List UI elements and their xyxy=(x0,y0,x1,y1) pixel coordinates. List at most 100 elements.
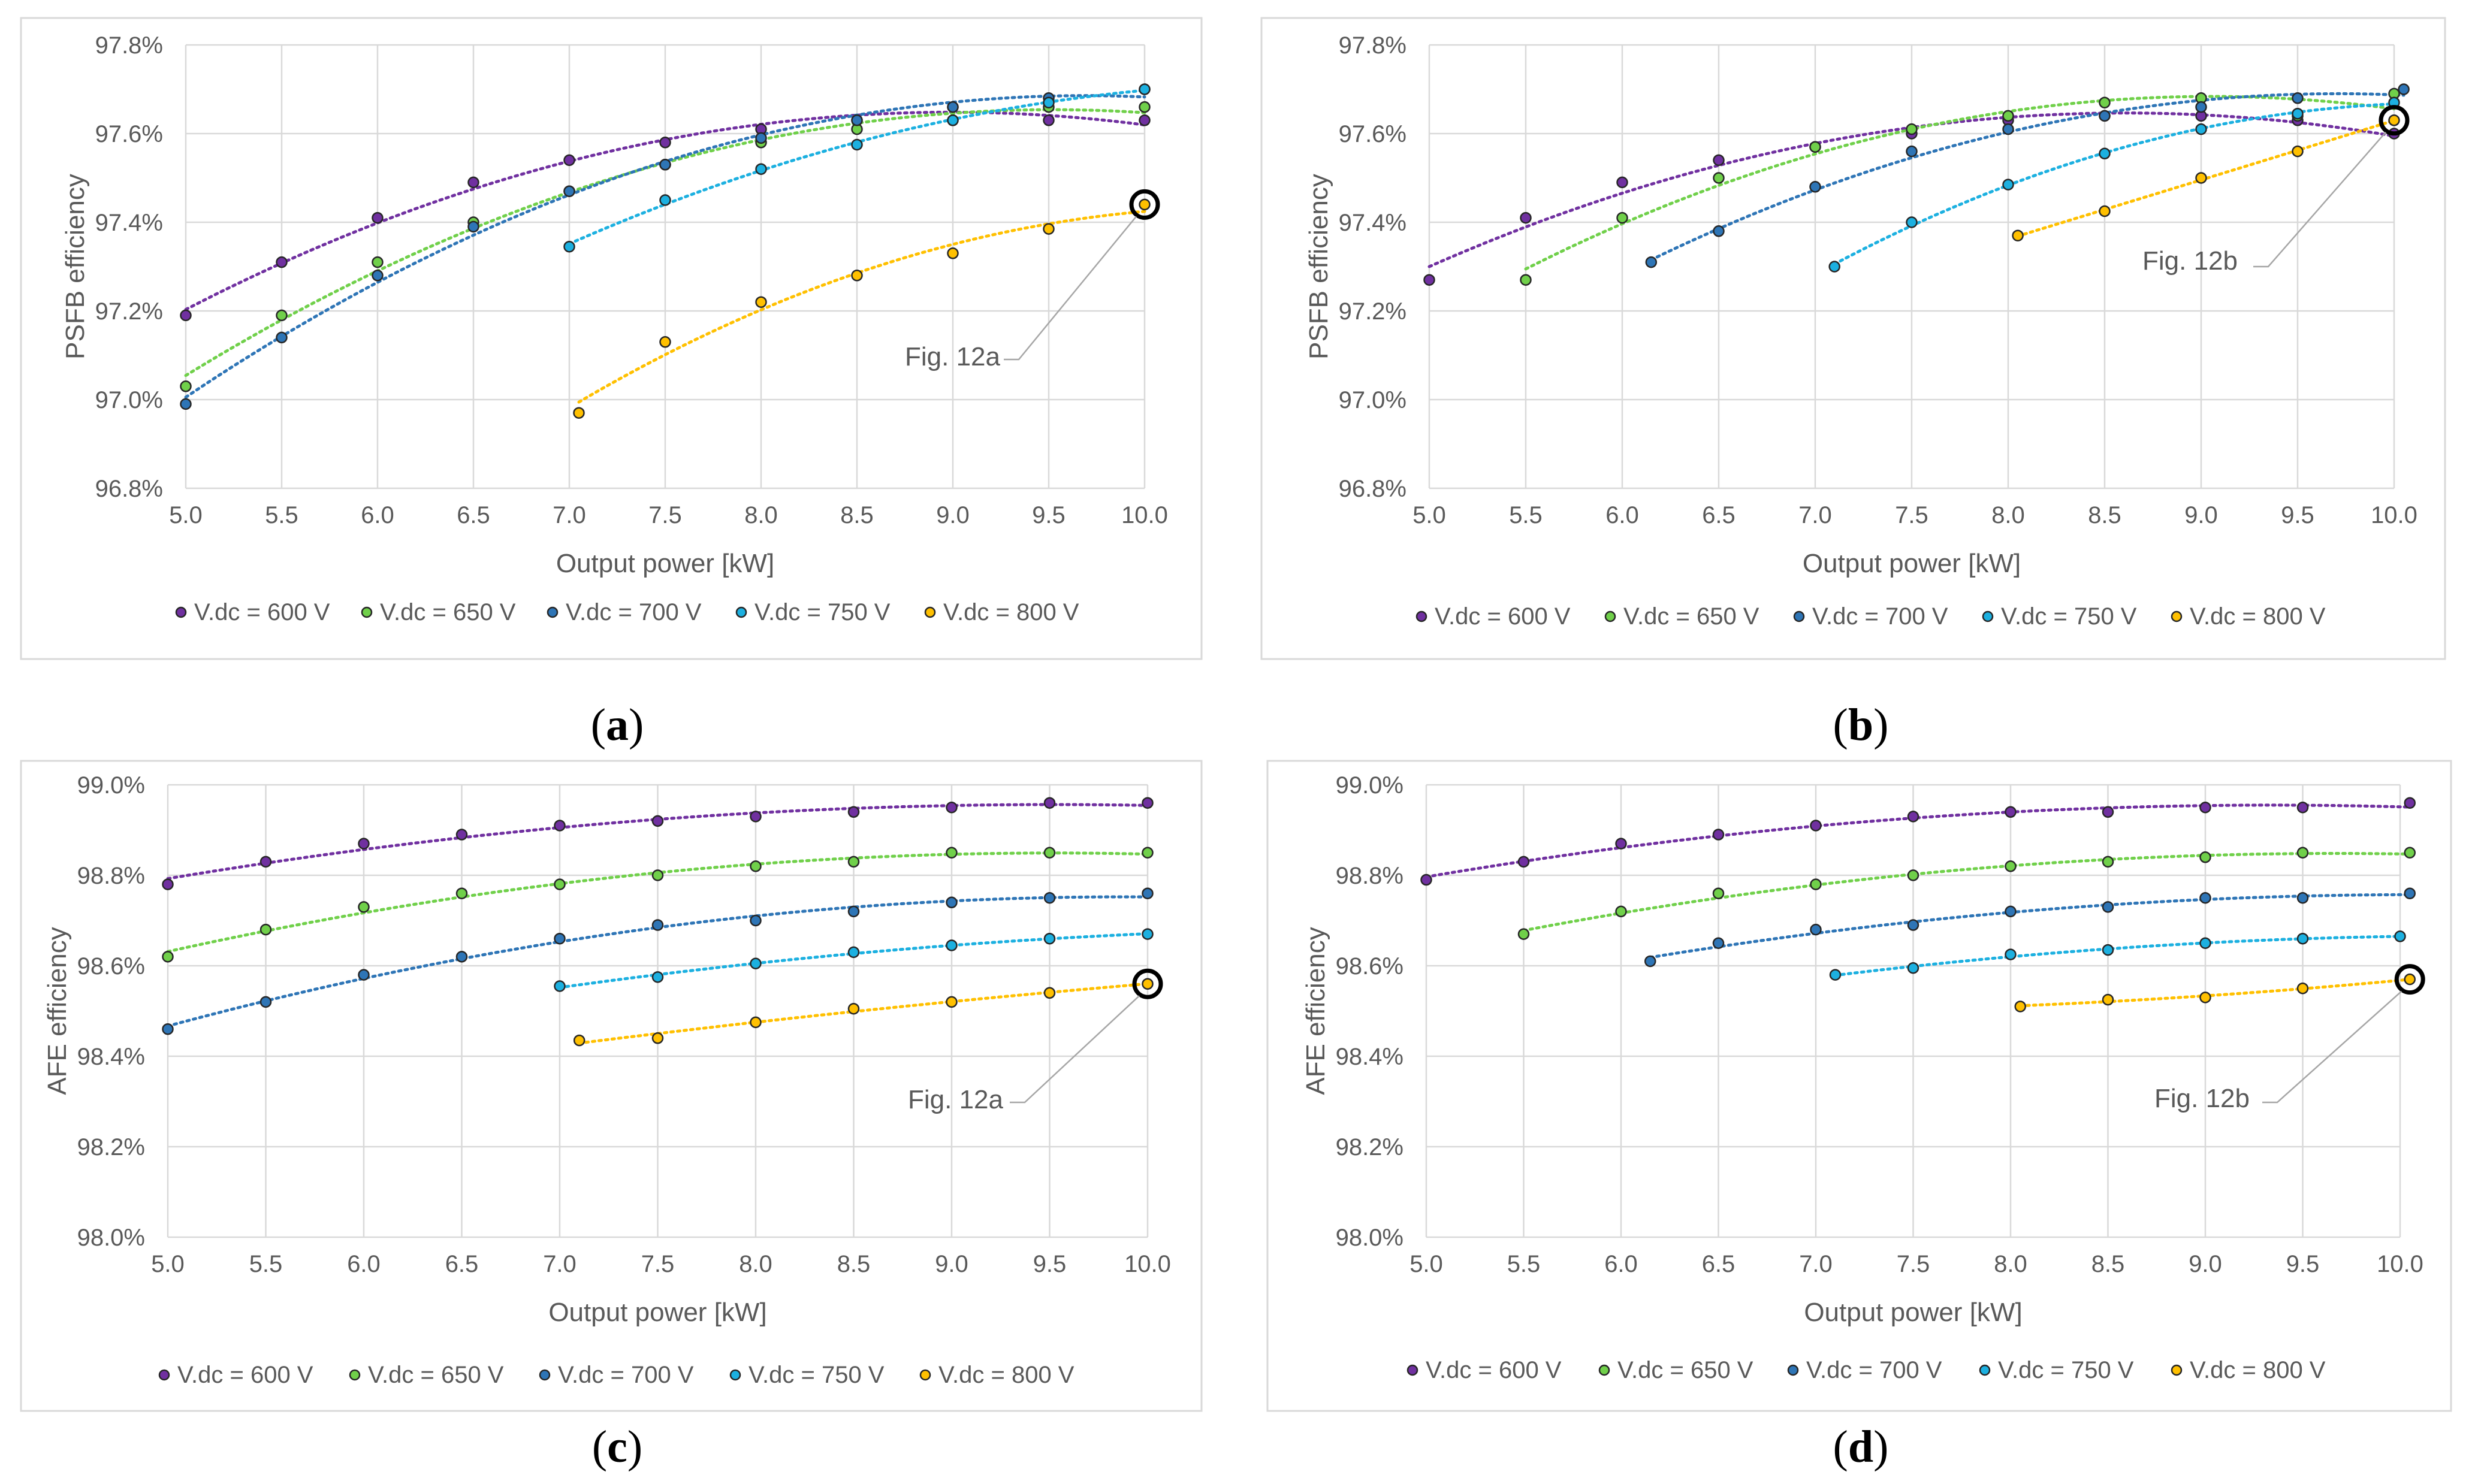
chart-panel-d: 5.0 5.5 6.0 6.5 7.0 7.5 8.0 8.5 9.0 9.5 10.0 98.0% 9… xyxy=(1266,760,2452,1472)
data-point xyxy=(162,878,174,890)
x-axis-title: Output power [kW] xyxy=(1804,1298,2022,1327)
data-point xyxy=(946,896,958,909)
data-point xyxy=(1043,797,1056,809)
data-point xyxy=(372,256,384,268)
data-point xyxy=(2102,944,2114,956)
y-axis-title: AFE efficiency xyxy=(1301,927,1330,1095)
x-tick-label: 7.0 xyxy=(1798,502,1832,528)
data-point xyxy=(259,996,272,1008)
data-point xyxy=(573,407,585,419)
data-point xyxy=(358,901,370,913)
annotation-label: Fig. 12b xyxy=(2154,1084,2250,1113)
data-point xyxy=(1043,987,1056,999)
annotation-ring xyxy=(2394,964,2425,995)
data-point xyxy=(2404,887,2416,899)
x-tick-label: 9.5 xyxy=(2281,502,2314,528)
data-point xyxy=(2296,802,2309,814)
x-tick-label: 8.5 xyxy=(837,1251,871,1277)
y-tick-label: 96.8% xyxy=(95,476,163,502)
x-tick-label: 5.5 xyxy=(265,502,298,528)
data-point xyxy=(1420,874,1432,886)
x-axis-title: Output power [kW] xyxy=(1803,549,2021,578)
x-tick-label: 8.5 xyxy=(2091,1251,2125,1277)
data-point xyxy=(750,860,762,872)
y-tick-label: 98.8% xyxy=(77,863,145,889)
panel-frame xyxy=(20,17,1203,660)
x-tick-label: 9.0 xyxy=(935,1251,968,1277)
annotation-ring xyxy=(1129,189,1160,220)
x-tick-label: 6.0 xyxy=(1604,1251,1638,1277)
data-point xyxy=(755,163,767,175)
data-point xyxy=(259,856,272,868)
legend-entry: V.dc = 700 V xyxy=(566,599,702,625)
data-point xyxy=(180,309,192,322)
y-tick-label: 98.2% xyxy=(1336,1134,1403,1160)
data-point xyxy=(1713,154,1725,167)
x-tick-label: 6.0 xyxy=(361,502,394,528)
data-point xyxy=(755,296,767,308)
data-point xyxy=(1906,145,1918,158)
data-point xyxy=(847,806,860,818)
x-tick-label: 7.5 xyxy=(1897,1251,1930,1277)
data-point xyxy=(2014,1001,2026,1012)
data-point xyxy=(2099,205,2111,217)
x-tick-label: 9.5 xyxy=(1032,502,1066,528)
x-tick-label: 10.0 xyxy=(1121,502,1168,528)
data-point xyxy=(180,380,192,392)
data-point xyxy=(750,811,762,823)
legend-marker xyxy=(924,606,936,618)
y-tick-label: 97.4% xyxy=(95,210,163,236)
data-point xyxy=(1616,211,1628,224)
data-point xyxy=(2005,806,2017,818)
data-point xyxy=(1043,932,1056,945)
y-tick-label: 97.2% xyxy=(95,298,163,325)
data-point xyxy=(1712,829,1725,841)
data-point xyxy=(372,270,384,282)
data-point xyxy=(2005,948,2017,960)
data-point xyxy=(1906,216,1918,228)
y-tick-label: 96.8% xyxy=(1339,476,1406,502)
data-point xyxy=(2002,110,2014,122)
legend-entry: V.dc = 800 V xyxy=(2190,603,2326,630)
data-point xyxy=(1712,887,1725,899)
x-tick-label: 8.0 xyxy=(744,502,778,528)
data-point xyxy=(2199,892,2211,904)
legend-marker xyxy=(2171,1364,2183,1376)
data-point xyxy=(946,847,958,859)
data-point xyxy=(2296,932,2309,945)
x-tick-label: 9.5 xyxy=(2286,1251,2320,1277)
y-tick-label: 98.6% xyxy=(77,953,145,980)
x-tick-label: 8.0 xyxy=(1994,1251,2027,1277)
legend-marker xyxy=(1787,1364,1799,1376)
data-point xyxy=(358,838,370,850)
data-point xyxy=(847,905,860,918)
data-point xyxy=(1139,101,1151,113)
data-point xyxy=(2102,993,2114,1006)
data-point xyxy=(1517,928,1530,940)
y-tick-label: 98.6% xyxy=(1336,953,1403,980)
data-point xyxy=(358,969,370,981)
trendline xyxy=(1649,92,2405,262)
x-tick-label: 8.5 xyxy=(840,502,874,528)
legend-marker xyxy=(1793,610,1805,622)
panel-frame xyxy=(1260,17,2446,660)
y-axis-title: PSFB efficiency xyxy=(61,174,90,359)
legend-marker xyxy=(2171,610,2183,622)
x-tick-label: 7.5 xyxy=(648,502,682,528)
panel-caption: (c) xyxy=(592,1422,642,1472)
legend-marker xyxy=(158,1369,170,1381)
y-tick-label: 97.8% xyxy=(1339,32,1406,59)
legend-marker xyxy=(175,606,187,618)
data-point xyxy=(1616,176,1628,189)
x-tick-label: 6.0 xyxy=(347,1251,381,1277)
data-point xyxy=(2199,937,2211,949)
data-point xyxy=(467,220,479,233)
legend-entry: V.dc = 600 V xyxy=(1426,1357,1562,1383)
data-point xyxy=(2199,802,2211,814)
legend-marker xyxy=(1406,1364,1418,1376)
legend-marker xyxy=(729,1369,741,1381)
x-tick-label: 8.0 xyxy=(1991,502,2025,528)
data-point xyxy=(651,815,664,827)
data-point xyxy=(372,211,384,224)
data-point xyxy=(947,101,959,113)
